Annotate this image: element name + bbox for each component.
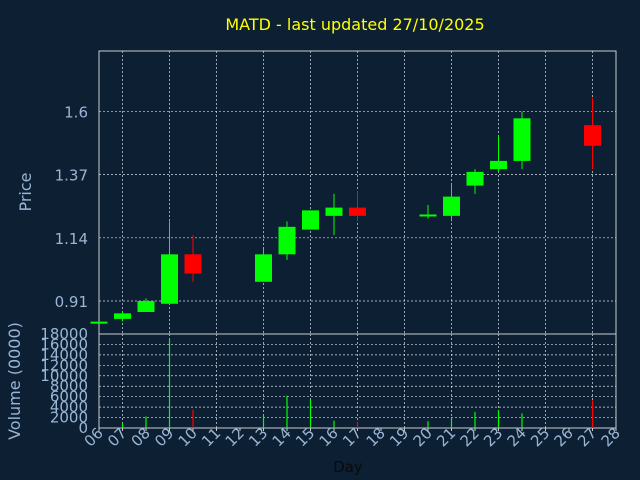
price-tick-label: 1.37 [55, 167, 88, 185]
candle-body [278, 226, 296, 255]
volume-bar [521, 413, 523, 428]
candle-body [490, 160, 507, 170]
candle-body [255, 254, 272, 282]
candle [349, 191, 366, 222]
volume-bar [591, 400, 594, 428]
candle-body [90, 321, 108, 324]
candle-body [584, 125, 601, 146]
candle-body [349, 207, 366, 216]
candle [466, 169, 484, 194]
volume-bar [145, 416, 147, 428]
volume-tick-label: 12000 [40, 356, 88, 374]
candle-body [443, 196, 460, 216]
candle-body [161, 254, 178, 304]
volume-bar [309, 399, 312, 428]
volume-tick-label: 2000 [50, 409, 88, 427]
volume-tick-label: 8000 [50, 377, 88, 395]
volume-bar [333, 420, 335, 428]
candlestick-series [90, 97, 601, 324]
candle-body [302, 210, 319, 230]
volume-tick-label: 0 [78, 419, 88, 437]
volume-tick-label: 18000 [40, 325, 88, 343]
volume-bar [168, 339, 171, 428]
candle [325, 193, 343, 236]
volume-bar [474, 411, 476, 428]
candle-body [137, 301, 155, 313]
volume-bar [286, 395, 288, 428]
volume-tick-label: 16000 [40, 335, 88, 353]
candle-body [466, 171, 484, 186]
candle [161, 221, 178, 304]
candle [419, 204, 437, 219]
candle-body [513, 118, 531, 161]
candle [255, 248, 272, 282]
volume-y-axis: 0200040006000800010000120001400016000180… [40, 325, 88, 437]
candle [584, 97, 601, 170]
volume-bar [356, 421, 359, 428]
x-axis-title: Day [333, 458, 363, 476]
price-tick-label: 1.6 [64, 103, 88, 121]
volume-tick-label: 10000 [40, 367, 88, 385]
volume-bar [262, 415, 265, 428]
candle [90, 321, 108, 324]
volume-tick-label: 6000 [50, 388, 88, 406]
chart-title: MATD - last updated 27/10/2025 [225, 15, 484, 34]
candle [137, 298, 155, 313]
volume-bar [192, 409, 194, 428]
volume-bar [450, 418, 453, 428]
candle-body [419, 214, 437, 217]
candle-body [114, 313, 131, 319]
volume-bar [497, 410, 500, 428]
candle [490, 136, 507, 172]
candle [302, 210, 319, 230]
candle [278, 221, 296, 260]
volume-bar [121, 423, 124, 428]
volume-tick-label: 4000 [50, 398, 88, 416]
price-tick-label: 1.14 [55, 230, 88, 248]
candle [184, 235, 202, 282]
volume-bar [427, 421, 429, 428]
volume-tick-label: 14000 [40, 346, 88, 364]
candle [513, 111, 531, 170]
x-axis: 0607080910111213141516171819202122232425… [81, 424, 624, 450]
price-y-axis: 0.91 1.14 1.37 1.6 [55, 103, 88, 311]
price-tick-label: 0.91 [55, 293, 88, 311]
candle [443, 182, 460, 222]
candle-body [325, 207, 343, 216]
volume-axis-title: Volume (0000) [5, 322, 24, 440]
price-axis-title: Price [16, 172, 35, 211]
candle [114, 312, 131, 322]
candle-body [184, 254, 202, 274]
volume-series [121, 339, 594, 428]
